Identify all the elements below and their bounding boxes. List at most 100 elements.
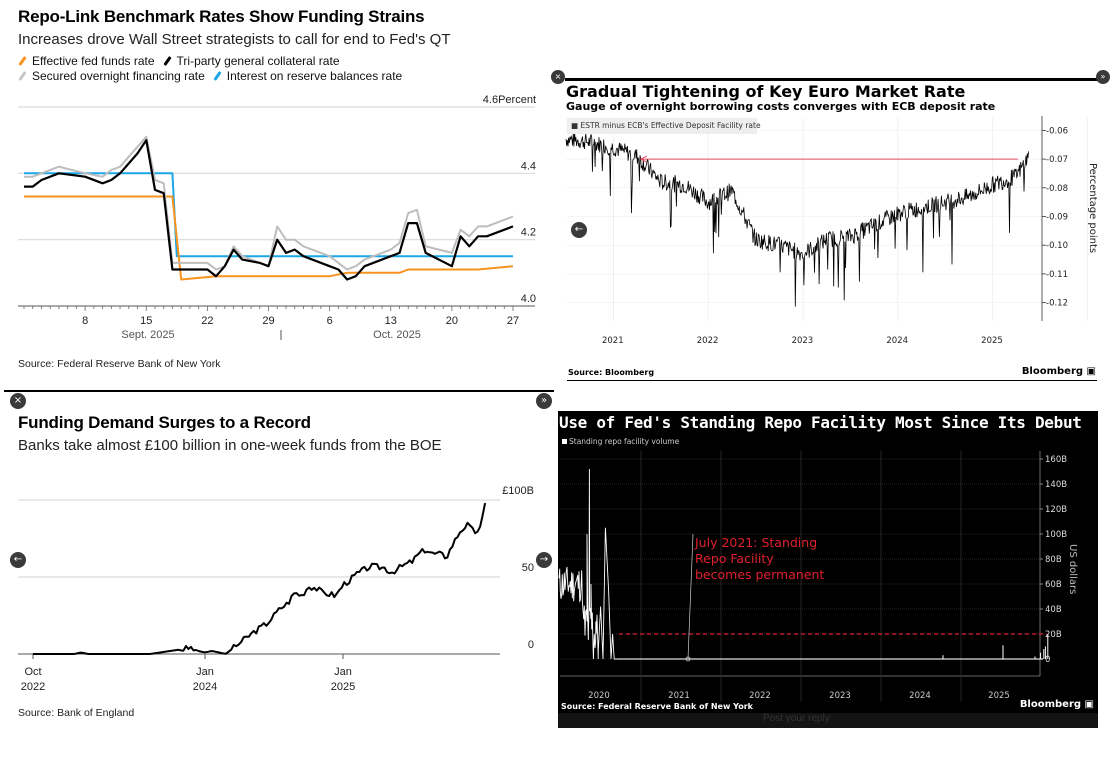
y-tick-label: -0.09 <box>1046 213 1068 223</box>
x-tick-label: 2021 <box>602 336 624 346</box>
y-tick-label: 50 <box>522 562 534 574</box>
prev-arrow-button[interactable]: ← <box>571 222 587 238</box>
annotation-text: Repo Facility <box>695 551 774 566</box>
boe-funding-chart-panel: Funding Demand Surges to a Record Banks … <box>0 390 555 735</box>
month-label: Sept. 2025 <box>121 329 174 341</box>
x-tick-label: 13 <box>385 315 397 327</box>
x-tick-label: 15 <box>140 315 152 327</box>
legend-label: Effective fed funds rate <box>32 54 155 68</box>
chart-source: Source: Bank of England <box>18 707 135 719</box>
x-tick-label: 2022 <box>21 681 45 693</box>
chart-title: Funding Demand Surges to a Record <box>18 413 311 432</box>
annotation-arrow-head <box>639 155 648 163</box>
series-line-boe-funds <box>33 502 487 655</box>
annotation-text: July 2021: Standing <box>694 535 817 550</box>
bloomberg-logo: Bloomberg ▣ <box>1020 699 1094 710</box>
boe-funding-plot: 0 50 £100B Oct 2022 Jan 2024 Jan 2025 <box>18 485 534 693</box>
y-axis-label: US dollars <box>1067 544 1078 594</box>
annotation-marker <box>685 656 691 662</box>
x-tick-label: 2020 <box>588 691 610 701</box>
next-arrow-button[interactable]: → <box>536 552 552 568</box>
arrow-right-icon: → <box>539 554 549 565</box>
x-tick-label: 2021 <box>668 691 690 701</box>
y-tick-label: 80B <box>1045 555 1062 565</box>
divider <box>4 390 554 392</box>
y-tick-label: 4.2 <box>521 227 536 239</box>
chart-subtitle: Increases drove Wall Street strategists … <box>18 31 451 48</box>
series-line-srf-early <box>558 468 617 660</box>
next-page-button[interactable]: » <box>536 393 552 409</box>
series-line-estr-spread <box>565 132 1029 307</box>
annotation-leader-line <box>687 533 694 660</box>
x-tick-label: 6 <box>327 315 333 327</box>
chart-title: Gradual Tightening of Key Euro Market Ra… <box>566 82 966 101</box>
y-tick-label: -0.11 <box>1046 270 1068 280</box>
standing-repo-plot: 0 20B 40B 60B 80B 100B 120B 140B 160B US dollars 2… <box>558 451 1078 701</box>
chart-subtitle: Gauge of overnight borrowing costs conve… <box>566 100 996 113</box>
x-tick-label: 2025 <box>331 681 355 693</box>
chart-title: Use of Fed's Standing Repo Facility Most… <box>559 413 1082 432</box>
next-page-button[interactable]: » <box>1096 70 1110 84</box>
x-tick-label: 2025 <box>981 336 1003 346</box>
legend-label: Tri-party general collateral rate <box>176 54 340 68</box>
legend-row-1: Effective fed funds rate Tri-party gener… <box>18 54 348 68</box>
y-tick-label: -0.08 <box>1046 184 1068 194</box>
x-tick-label: Oct <box>24 666 41 678</box>
x-tick-label: 2024 <box>886 336 908 346</box>
double-chevron-right-icon: » <box>1100 72 1106 81</box>
x-tick-label: 2023 <box>792 336 814 346</box>
x-tick-label: 8 <box>82 315 88 327</box>
legend-label: Standing repo facility volume <box>569 437 680 446</box>
legend-item-effr: Effective fed funds rate <box>18 54 155 68</box>
y-tick-label: 160B <box>1045 455 1067 465</box>
chart-source: Source: Federal Reserve Bank of New York <box>18 358 221 370</box>
legend: ■ ESTR minus ECB's Effective Deposit Fac… <box>567 118 761 134</box>
legend-row-2: Secured overnight financing rate Interes… <box>18 69 410 83</box>
y-tick-label: 120B <box>1045 505 1067 515</box>
euro-rate-chart-panel: Gradual Tightening of Key Euro Market Ra… <box>551 70 1110 381</box>
y-tick-label: 0 <box>528 639 534 651</box>
divider <box>565 78 1100 81</box>
x-tick-label: Jan <box>334 666 352 678</box>
month-label: Oct. 2025 <box>373 329 421 341</box>
chart-subtitle: Banks take almost £100 billion in one-we… <box>18 437 442 454</box>
repo-rates-plot: 4.0 4.2 4.4 4.6Percent 8 15 22 29 6 13 20 27 Sept. 2… <box>18 94 536 341</box>
reply-placeholder: Post your reply <box>763 713 830 724</box>
y-tick-label: -0.06 <box>1046 126 1068 136</box>
x-tick-label: 2024 <box>193 681 217 693</box>
y-axis-label: Percentage points <box>1087 163 1098 253</box>
close-button[interactable]: × <box>10 393 26 409</box>
series-line-effective-fed-funds-rate <box>24 195 514 281</box>
legend-swatch <box>562 439 567 444</box>
divider <box>567 380 1097 381</box>
y-tick-label: 60B <box>1045 580 1062 590</box>
y-tick-label: £100B <box>502 485 534 497</box>
x-tick-label: 20 <box>446 315 458 327</box>
brand-text: Bloomberg <box>1021 366 1084 377</box>
bloomberg-terminal-icon: ▣ <box>1086 366 1096 377</box>
x-tick-label: 29 <box>262 315 274 327</box>
close-icon: × <box>554 72 562 81</box>
y-tick-label: 140B <box>1045 480 1067 490</box>
arrow-left-icon: ← <box>574 224 584 235</box>
close-button[interactable]: × <box>551 70 565 84</box>
chart-source: Source: Federal Reserve Bank of New York <box>561 702 753 711</box>
y-tick-label: 4.6Percent <box>483 94 536 106</box>
y-tick-label: 4.0 <box>521 293 536 305</box>
arrow-left-icon: ← <box>13 554 23 565</box>
x-tick-label: 27 <box>507 315 519 327</box>
prev-arrow-button[interactable]: ← <box>10 552 26 568</box>
bloomberg-terminal-icon: ▣ <box>1084 699 1094 710</box>
close-icon: × <box>13 395 23 406</box>
y-tick-label: 0 <box>1045 655 1050 665</box>
x-tick-label: 2022 <box>749 691 771 701</box>
x-tick-label: 22 <box>201 315 213 327</box>
annotation-text: becomes permanent <box>695 567 824 582</box>
y-tick-label: 4.4 <box>521 160 536 172</box>
bloomberg-logo: Bloomberg ▣ <box>1022 366 1096 377</box>
legend-item-iorb: Interest on reserve balances rate <box>213 69 402 83</box>
legend-item-tgcr: Tri-party general collateral rate <box>162 54 340 68</box>
y-tick-label: 20B <box>1045 630 1062 640</box>
x-tick-label: 2022 <box>697 336 719 346</box>
legend-label: ESTR minus ECB's Effective Deposit Facil… <box>580 121 761 130</box>
